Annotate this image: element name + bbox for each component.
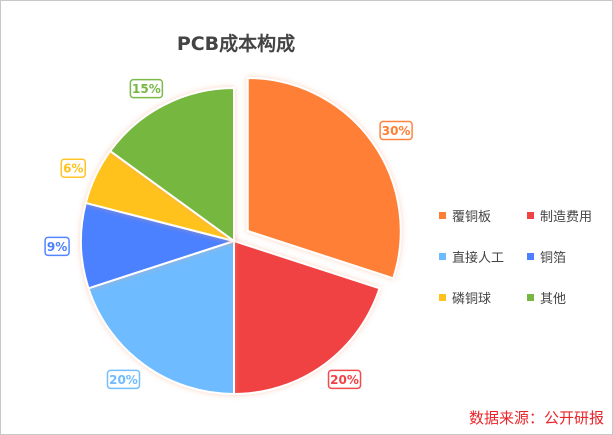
data-label-text: 20% [330, 373, 359, 387]
legend: 覆铜板 制造费用直接人工 铜箔磷铜球 其他 [439, 207, 609, 307]
legend-swatch [439, 253, 446, 260]
pie-slice-2[interactable] [233, 239, 381, 396]
pie-slice-4[interactable] [80, 201, 238, 290]
legend-item[interactable]: 制造费用 [527, 207, 607, 225]
legend-item[interactable]: 直接人工 [439, 248, 527, 266]
legend-label: 其他 [540, 292, 567, 307]
chart-title: PCB成本构成 [176, 33, 296, 55]
legend-label: 制造费用 [540, 210, 593, 225]
legend-swatch [439, 294, 446, 301]
legend-item[interactable]: 覆铜板 [439, 207, 527, 225]
pie-slice-3[interactable] [87, 239, 235, 396]
data-label-text: 9% [47, 240, 67, 254]
legend-label: 铜箔 [540, 251, 567, 266]
legend-label: 覆铜板 [452, 210, 492, 225]
data-label-text: 30% [382, 124, 411, 138]
legend-swatch [527, 212, 534, 219]
legend-swatch [439, 212, 446, 219]
pie-slice-6[interactable] [108, 86, 235, 243]
legend-label: 直接人工 [452, 251, 505, 266]
data-label: 15% [129, 78, 164, 99]
data-label: 20% [327, 369, 362, 390]
data-label-text: 20% [109, 373, 138, 387]
data-label: 6% [60, 158, 87, 178]
data-label-text: 15% [132, 82, 161, 96]
legend-item[interactable]: 磷铜球 [439, 289, 527, 307]
legend-swatch [527, 294, 534, 301]
legend-swatch [527, 253, 534, 260]
legend-label: 磷铜球 [452, 292, 492, 307]
data-label-text: 6% [63, 162, 83, 176]
data-label: 30% [379, 120, 413, 141]
source-note: 数据来源：公开研报 [468, 409, 604, 427]
legend-item[interactable]: 其他 [527, 289, 607, 307]
legend-item[interactable]: 铜箔 [527, 248, 607, 266]
data-label: 9% [44, 236, 70, 257]
data-label: 20% [106, 369, 141, 390]
pie-slice-1[interactable] [246, 77, 402, 280]
